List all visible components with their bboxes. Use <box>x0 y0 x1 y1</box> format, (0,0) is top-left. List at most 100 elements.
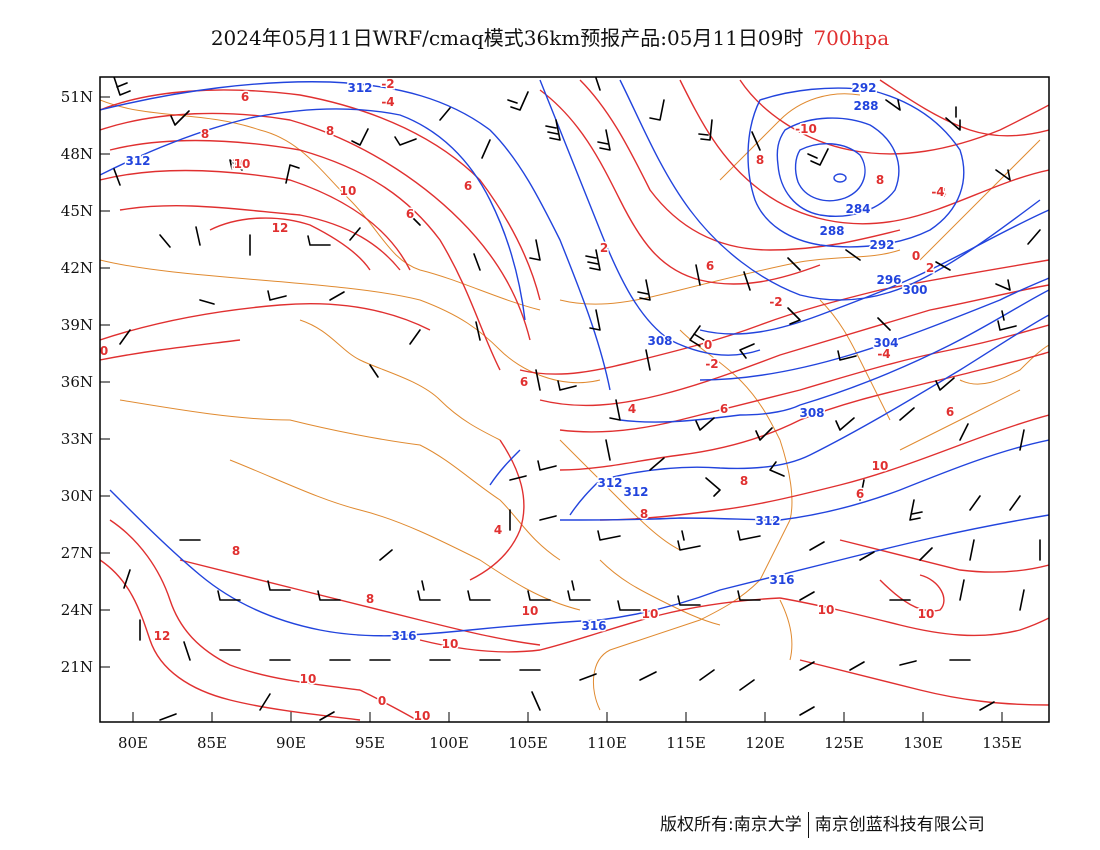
temperature-contour-label: -2 <box>705 357 718 371</box>
temperature-contour-label: 10 <box>918 607 935 621</box>
lat-tick-label: 21N <box>61 658 93 676</box>
height-contour-label: 292 <box>851 81 876 95</box>
temperature-contour-label: 8 <box>740 474 748 488</box>
temperature-contour-label: 6 <box>720 402 728 416</box>
footer-left: 版权所有:南京大学 <box>660 815 802 835</box>
lon-tick-label: 85E <box>197 734 227 752</box>
temperature-contour-label: 10 <box>522 604 539 618</box>
temperature-contour-label: 0 <box>912 249 920 263</box>
lat-tick-label: 30N <box>61 487 93 505</box>
temperature-contour-label: 10 <box>340 184 357 198</box>
temperature-contour-label: 12 <box>154 629 171 643</box>
height-contour-label: 312 <box>755 514 780 528</box>
lat-tick-label: 42N <box>61 259 93 277</box>
temperature-contour-label: -4 <box>381 95 394 109</box>
lon-tick-label: 115E <box>666 734 706 752</box>
lon-tick-label: 100E <box>429 734 469 752</box>
height-contour-label: 296 <box>876 273 901 287</box>
height-contour-label: 312 <box>597 476 622 490</box>
lon-tick-label: 90E <box>276 734 306 752</box>
temperature-contour-label: 10 <box>414 709 431 723</box>
temperature-contour-label: 0 <box>100 344 108 358</box>
height-contour-label: 288 <box>853 99 878 113</box>
temperature-contour-label: -2 <box>381 77 394 91</box>
temperature-contour-label: 2 <box>600 241 608 255</box>
temperature-contour-label: 8 <box>876 173 884 187</box>
height-contours <box>100 79 1049 637</box>
height-contour-label: 312 <box>347 81 372 95</box>
height-contour-label: 316 <box>581 619 606 633</box>
temperature-contour-label: 10 <box>442 637 459 651</box>
temperature-contour-label: 6 <box>946 405 954 419</box>
temperature-contour-label: -4 <box>933 186 946 200</box>
temperature-contour-label: 6 <box>856 487 864 501</box>
copyright-footer: 版权所有:南京大学 南京创蓝科技有限公司 <box>660 810 985 838</box>
temperature-contour-label: 8 <box>366 592 374 606</box>
temperature-contour-label: 10 <box>300 672 317 686</box>
plot-frame <box>99 76 1050 723</box>
temperature-contour-label: 6 <box>520 375 528 389</box>
temperature-contour-label: 10 <box>818 603 835 617</box>
wind-barbs <box>113 77 1041 721</box>
footer-right: 南京创蓝科技有限公司 <box>814 815 985 835</box>
temperature-contour-label: 10 <box>872 459 889 473</box>
lon-tick-label: 105E <box>508 734 548 752</box>
temperature-contour-label: 8 <box>640 507 648 521</box>
lon-tick-label: 80E <box>118 734 148 752</box>
temperature-contour-label: 8 <box>232 544 240 558</box>
lat-tick-label: 24N <box>61 601 93 619</box>
lon-tick-label: 120E <box>745 734 785 752</box>
lat-tick-label: 33N <box>61 430 93 448</box>
temperature-contour-label: 8 <box>201 127 209 141</box>
lat-tick-label: 27N <box>61 544 93 562</box>
temperature-contours <box>100 79 1049 722</box>
temperature-contour-label: -2 <box>769 295 782 309</box>
height-contour-label: 308 <box>799 406 824 420</box>
temperature-contour-label: 8 <box>326 124 334 138</box>
title-main: 2024年05月11日WRF/cmaq模式36km预报产品:05月11日09时 <box>210 26 804 50</box>
lon-tick-label: 125E <box>824 734 864 752</box>
temperature-contour-label: -4 <box>931 185 944 199</box>
temperature-contour-label: 12 <box>272 221 289 235</box>
temperature-contour-label: 8 <box>756 153 764 167</box>
footer-separator <box>807 812 809 838</box>
temperature-contour-label: 2 <box>926 261 934 275</box>
height-contour-label: 292 <box>869 238 894 252</box>
temperature-contour-label: 4 <box>628 402 636 416</box>
height-contour-label: 284 <box>845 202 870 216</box>
height-contour-label: 300 <box>902 283 927 297</box>
temperature-contour-label: 6 <box>706 259 714 273</box>
lat-tick-label: 48N <box>61 145 93 163</box>
temperature-contour-label: -10 <box>795 122 817 136</box>
temperature-contour-label: 10 <box>642 607 659 621</box>
title-level: 700hpa <box>813 26 890 50</box>
height-contour-label: 304 <box>873 336 898 350</box>
lon-tick-label: 110E <box>587 734 627 752</box>
temperature-contour-label: 0 <box>378 694 386 708</box>
lat-tick-label: 39N <box>61 316 93 334</box>
height-contour-label: 312 <box>623 485 648 499</box>
temperature-contour-label: -4 <box>877 347 890 361</box>
lon-tick-label: 130E <box>903 734 943 752</box>
lat-tick-label: 51N <box>61 88 93 106</box>
height-contour-labels: 3123122922882842882922963003043083083123… <box>124 80 929 645</box>
map-title: 2024年05月11日WRF/cmaq模式36km预报产品:05月11日09时 7… <box>0 22 1100 51</box>
lat-tick-label: 45N <box>61 202 93 220</box>
temperature-contour-label: 4 <box>494 523 502 537</box>
temperature-contour-label: 6 <box>464 179 472 193</box>
height-contour-label: 308 <box>647 334 672 348</box>
axes: 51N 48N 45N 42N 39N 36N 33N 30N 27N 24N 21N 80E 85E 9… <box>61 88 1022 752</box>
lon-tick-label: 95E <box>355 734 385 752</box>
temperature-contour-label: 6 <box>241 90 249 104</box>
temperature-contour-label: 0 <box>704 338 712 352</box>
lon-tick-label: 135E <box>982 734 1022 752</box>
temperature-contour-label: 10 <box>232 157 249 171</box>
temperature-contour-label: 6 <box>406 207 414 221</box>
height-contour-label: 288 <box>819 224 844 238</box>
height-contour-label: 316 <box>769 573 794 587</box>
height-contour-label: 316 <box>391 629 416 643</box>
height-contour-label: 312 <box>125 154 150 168</box>
lat-tick-label: 36N <box>61 373 93 391</box>
